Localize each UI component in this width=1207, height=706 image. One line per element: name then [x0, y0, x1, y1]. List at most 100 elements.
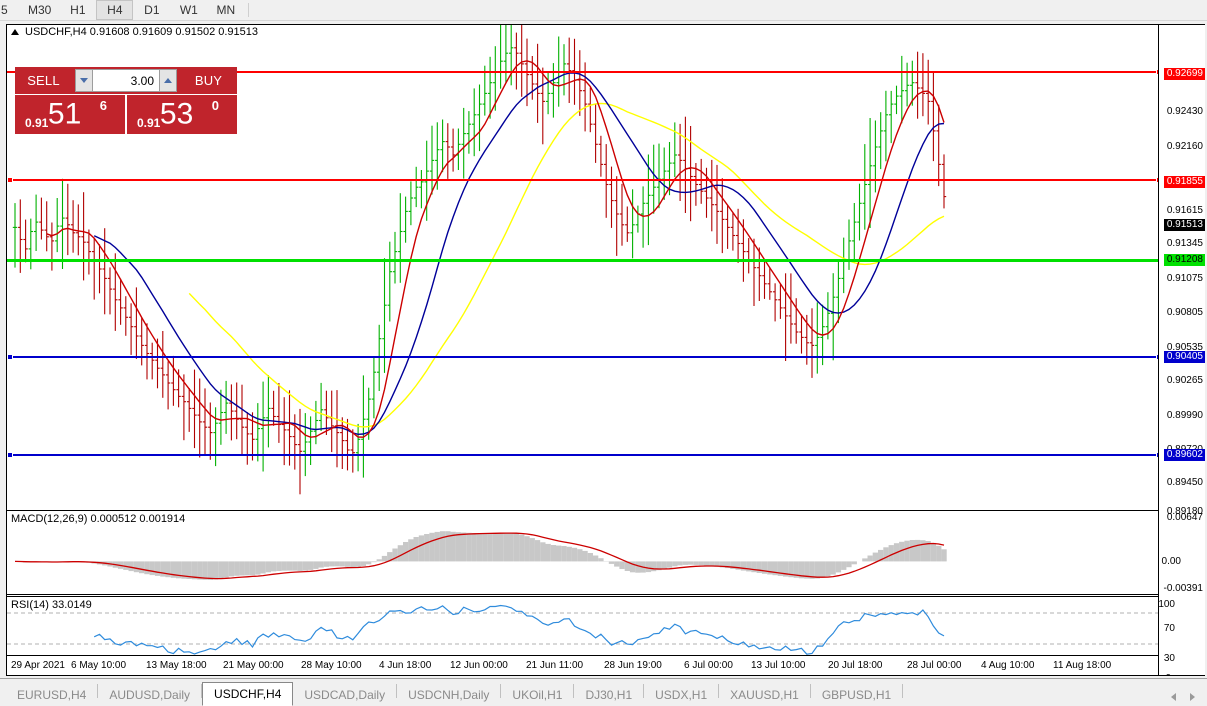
price-tick: 0.91615 [1166, 205, 1203, 216]
time-label: 4 Jun 18:00 [379, 660, 432, 671]
macd-scale-tick: -0.00391 [1163, 583, 1203, 594]
hline-handle[interactable] [7, 452, 13, 458]
price-chip-green-line: 0.91208 [1163, 254, 1205, 266]
time-label: 6 May 10:00 [71, 660, 127, 671]
rsi-scale-tick: 100 [1158, 599, 1175, 610]
hline-0-90405[interactable] [7, 354, 1162, 360]
chevron-up-icon [164, 78, 172, 83]
time-label: 28 Jul 00:00 [907, 660, 962, 671]
hline-0-91855[interactable] [7, 177, 1162, 183]
tab-separator [201, 684, 203, 698]
time-label: 20 Jul 18:00 [828, 660, 883, 671]
tab-separator [902, 684, 904, 698]
price-tick: 0.89990 [1166, 410, 1203, 421]
rsi-scale-tick: 0 [1165, 673, 1171, 675]
chart-tab-xauusd-h1[interactable]: XAUUSD,H1 [730, 688, 799, 702]
volume-increment-button[interactable] [159, 69, 177, 92]
chart-tab-gbpusd-h1[interactable]: GBPUSD,H1 [821, 688, 892, 702]
price-chip-bid-line: 0.91855 [1163, 176, 1205, 188]
price-tick: 0.90265 [1166, 375, 1203, 386]
buy-price-prefix: 0.91 [137, 116, 161, 130]
time-label: 13 May 18:00 [146, 660, 207, 671]
rsi-label: RSI(14) 33.0149 [11, 599, 92, 611]
price-tick: 0.90535 [1166, 342, 1203, 353]
timeframe-button-h4[interactable]: H4 [96, 0, 134, 20]
chart-symbol-period-ohlc: USDCHF,H4 0.91608 0.91609 0.91502 0.9151… [25, 26, 259, 38]
time-label: 21 May 00:00 [223, 660, 284, 671]
price-tick: 0.92430 [1166, 106, 1203, 117]
price-plot [12, 25, 947, 495]
chart-tab-usdcnh-daily[interactable]: USDCNH,Daily [408, 688, 490, 702]
macd-pane[interactable]: MACD(12,26,9) 0.000512 0.001914 [7, 510, 1159, 595]
chart-tab-eurusd-h4[interactable]: EURUSD,H4 [17, 688, 87, 702]
time-label: 11 Aug 18:00 [1053, 660, 1112, 671]
price-chip-ask: 0.92699 [1163, 68, 1205, 80]
hline-handle[interactable] [7, 177, 13, 183]
sell-price-display[interactable]: 0.91 51 6 [15, 95, 125, 134]
buy-button[interactable]: BUY [180, 67, 237, 94]
chart-header: USDCHF,H4 0.91608 0.91609 0.91502 0.9151… [7, 25, 258, 39]
tab-scroll-controls [1171, 693, 1207, 701]
chevron-down-icon [80, 78, 88, 83]
hline-handle[interactable] [7, 354, 13, 360]
timeframe-button-m5[interactable]: 5 [1, 3, 8, 17]
collapse-triangle-icon[interactable] [11, 29, 19, 35]
rsi-scale-tick: 70 [1163, 623, 1175, 634]
chart-window[interactable]: USDCHF,H4 0.91608 0.91609 0.91502 0.9151… [6, 24, 1205, 676]
sell-button[interactable]: SELL [15, 67, 72, 94]
price-chip-blue-line-2: 0.89602 [1163, 449, 1205, 461]
sell-price-big: 51 [47, 96, 82, 130]
buy-price-display[interactable]: 0.91 53 0 [127, 95, 237, 134]
price-tick: 0.91075 [1166, 273, 1203, 284]
time-label: 6 Jul 00:00 [684, 660, 733, 671]
tab-separator [97, 684, 99, 698]
tab-separator [718, 684, 720, 698]
oct-top-row: SELL 3.00 BUY [15, 67, 237, 94]
tab-separator [500, 684, 502, 698]
chart-tab-usdcad-daily[interactable]: USDCAD,Daily [304, 688, 386, 702]
volume-decrement-button[interactable] [75, 69, 93, 92]
timeframe-toolbar: 5 M30 H1 H4 D1 W1 MN [0, 0, 1207, 21]
price-tick: 0.91345 [1166, 238, 1203, 249]
hline-0-89602[interactable] [7, 452, 1162, 458]
tab-separator [643, 684, 645, 698]
volume-control[interactable]: 3.00 [72, 67, 180, 94]
time-label: 28 Jun 19:00 [604, 660, 662, 671]
scroll-right-icon[interactable] [1190, 693, 1195, 701]
rsi-scale-tick: 30 [1163, 653, 1175, 664]
price-tick: 0.89180 [1166, 506, 1203, 517]
timeframe-button-mn[interactable]: MN [216, 3, 236, 17]
chart-tab-dj30-h1[interactable]: DJ30,H1 [585, 688, 633, 702]
oct-price-row: 0.91 51 6 0.91 53 0 [15, 95, 237, 134]
toolbar-separator [248, 3, 250, 17]
macd-plot [14, 531, 947, 580]
chart-tab-usdx-h1[interactable]: USDX,H1 [655, 688, 708, 702]
macd-scale-tick: 0.00647 [1166, 512, 1203, 523]
timeframe-button-h1[interactable]: H1 [70, 3, 86, 17]
chart-tab-bar: EURUSD,H4 AUDUSD,Daily USDCHF,H4 USDCAD,… [0, 678, 1207, 706]
price-tick: 0.89450 [1166, 477, 1203, 488]
time-label: 13 Jul 10:00 [751, 660, 806, 671]
chart-tab-audusd-daily[interactable]: AUDUSD,Daily [109, 688, 191, 702]
price-chip-blue-line-1: 0.90405 [1163, 351, 1205, 363]
tab-separator [396, 684, 398, 698]
buy-price-fraction: 0 [211, 98, 219, 113]
volume-input[interactable]: 3.00 [93, 69, 159, 92]
tab-separator [573, 684, 575, 698]
time-label: 29 Apr 2021 [11, 660, 65, 671]
one-click-trading-panel[interactable]: SELL 3.00 BUY 0.91 51 6 0.91 53 0 [15, 67, 237, 134]
price-axis[interactable]: 0.92430 0.92160 0.91615 0.91345 0.91075 … [1158, 25, 1205, 675]
time-axis[interactable]: 29 Apr 2021 6 May 10:00 13 May 18:00 21 … [7, 655, 1159, 675]
timeframe-button-w1[interactable]: W1 [179, 3, 198, 17]
hline-0-91208[interactable] [7, 259, 1159, 262]
price-chip-last: 0.91513 [1163, 219, 1205, 231]
macd-scale-tick: 0.00 [1161, 556, 1181, 567]
tab-separator [809, 684, 811, 698]
scroll-left-icon[interactable] [1171, 693, 1176, 701]
time-label: 21 Jun 11:00 [526, 660, 584, 671]
chart-tab-ukoil-h1[interactable]: UKOil,H1 [512, 688, 563, 702]
chart-tab-usdchf-h4[interactable]: USDCHF,H4 [202, 682, 294, 706]
timeframe-button-m30[interactable]: M30 [28, 3, 52, 17]
sell-price-fraction: 6 [99, 98, 107, 113]
timeframe-button-d1[interactable]: D1 [144, 3, 160, 17]
